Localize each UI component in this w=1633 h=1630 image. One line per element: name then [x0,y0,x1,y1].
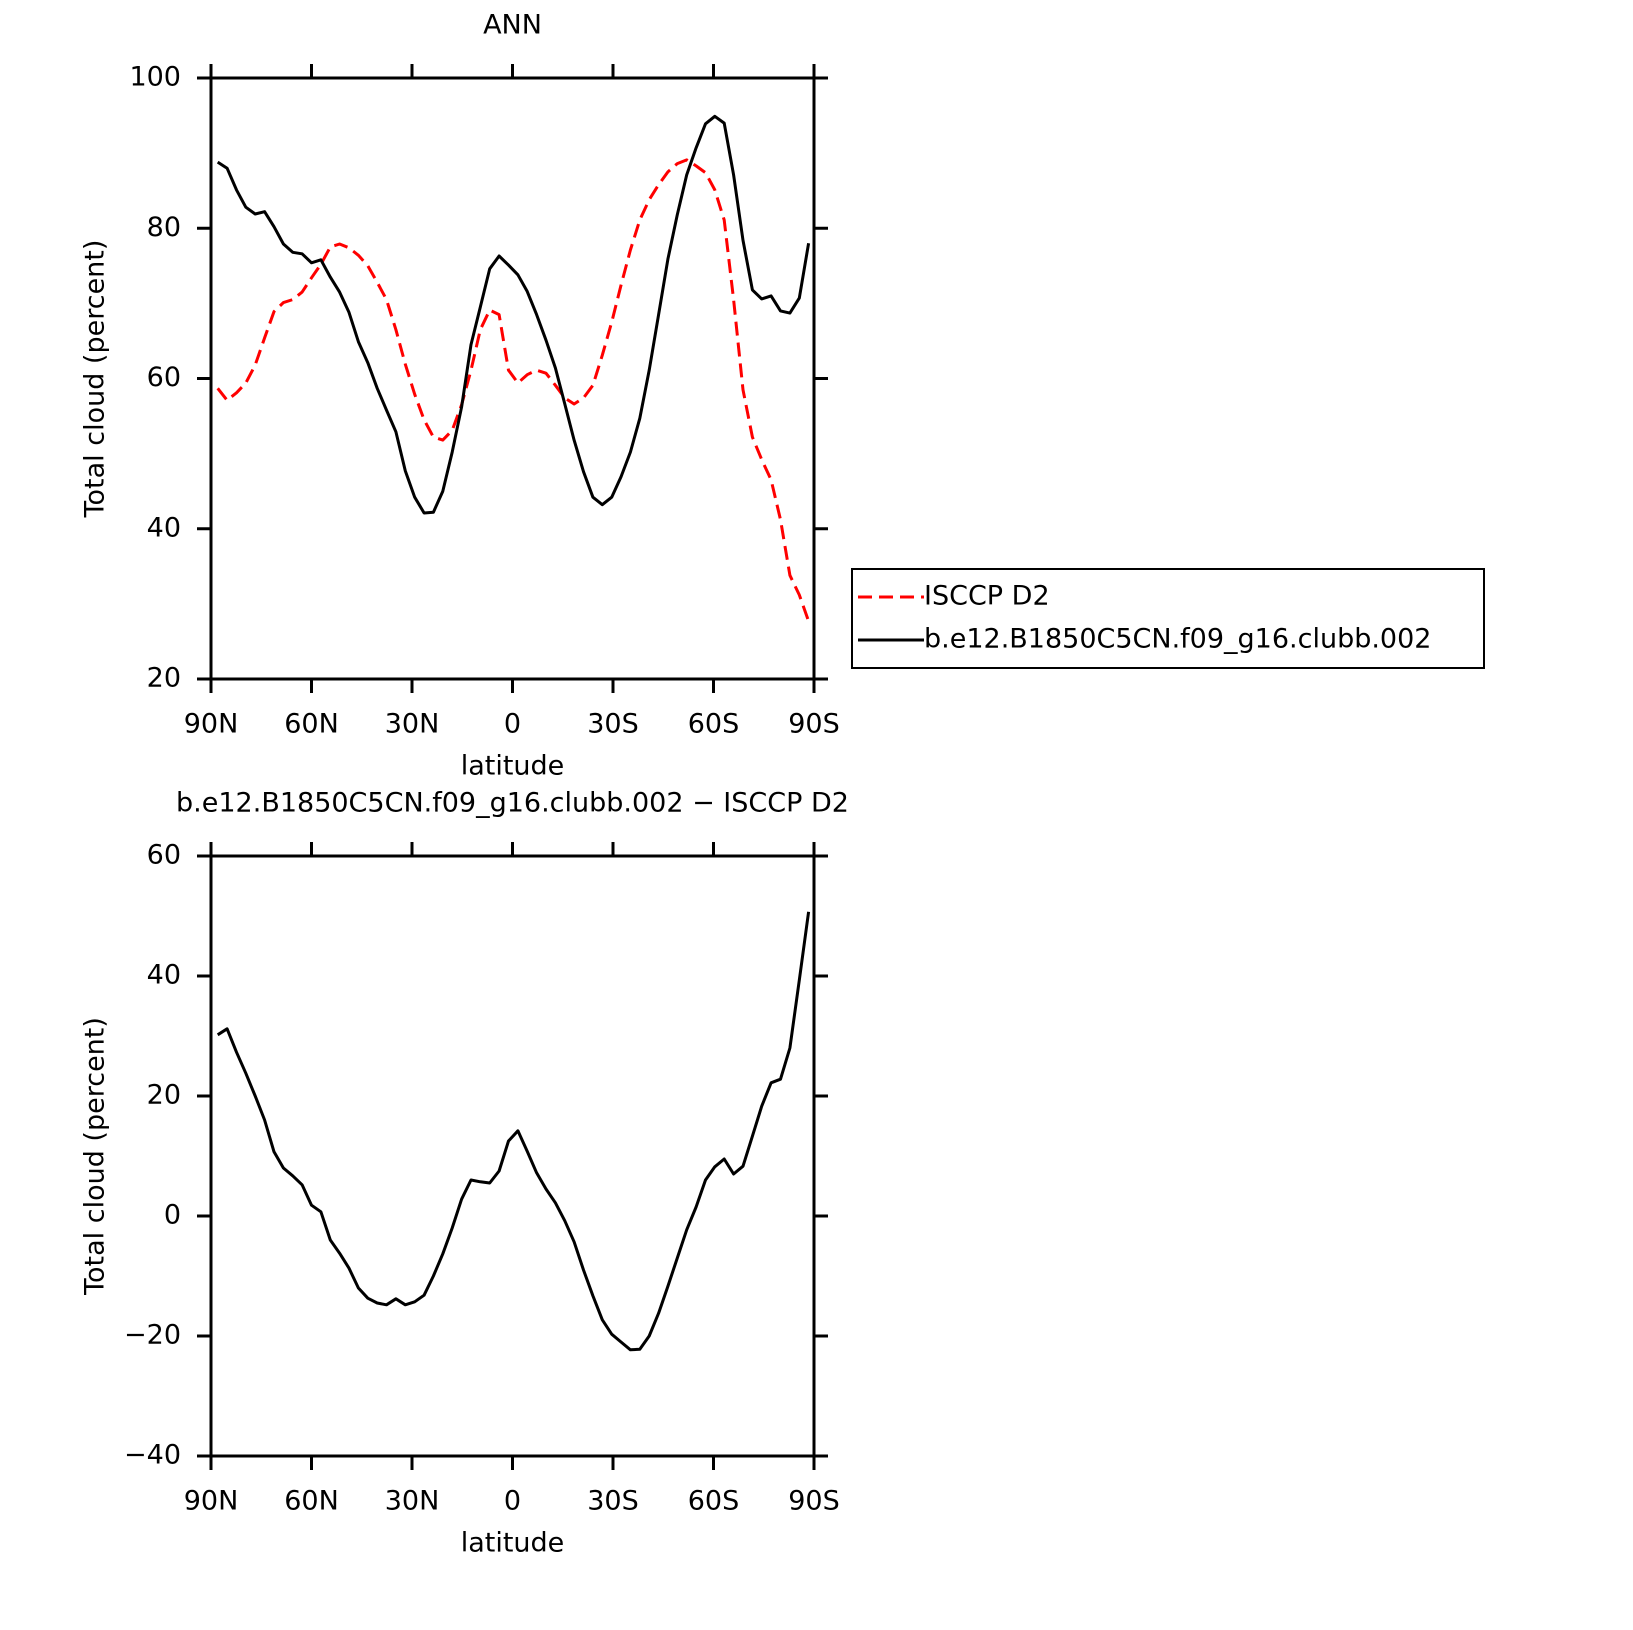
x-tick-label: 0 [504,1486,521,1517]
y-tick-label: 60 [147,362,181,393]
x-axis-label: latitude [461,751,565,782]
x-tick-label: 90S [788,709,840,740]
chart-title: ANN [483,10,542,41]
x-tick-label: 60N [284,1486,339,1517]
y-tick-label: 40 [147,960,181,991]
y-tick-label: 20 [147,1080,181,1111]
legend-label: ISCCP D2 [924,581,1050,612]
y-tick-label: −20 [124,1320,181,1351]
y-tick-label: 0 [164,1200,181,1231]
x-tick-label: 90S [788,1486,840,1517]
x-tick-label: 60S [688,1486,740,1517]
y-tick-label: 20 [147,663,181,694]
x-tick-label: 30N [385,1486,440,1517]
legend-box [851,568,1485,669]
y-tick-label: 60 [147,840,181,871]
y-tick-label: −40 [124,1440,181,1471]
chart-title: b.e12.B1850C5CN.f09_g16.clubb.002 − ISCC… [176,788,849,819]
data-line [216,114,811,515]
y-tick-label: 40 [147,512,181,543]
y-axis-label: Total cloud (percent) [80,1017,111,1296]
plot-frame [209,76,816,681]
x-tick-label: 60N [284,709,339,740]
x-tick-label: 30N [385,709,440,740]
x-tick-label: 90N [184,1486,239,1517]
x-tick-label: 30S [587,1486,639,1517]
y-tick-label: 80 [147,212,181,243]
plot-frame [209,854,816,1458]
x-tick-label: 30S [587,709,639,740]
x-tick-label: 0 [504,709,521,740]
data-line [216,911,811,1352]
y-axis-label: Total cloud (percent) [80,240,111,519]
x-tick-label: 60S [688,709,740,740]
y-tick-label: 100 [129,62,181,93]
x-axis-label: latitude [461,1528,565,1559]
data-line [216,158,811,622]
legend-label: b.e12.B1850C5CN.f09_g16.clubb.002 [924,624,1431,655]
x-tick-label: 90N [184,709,239,740]
